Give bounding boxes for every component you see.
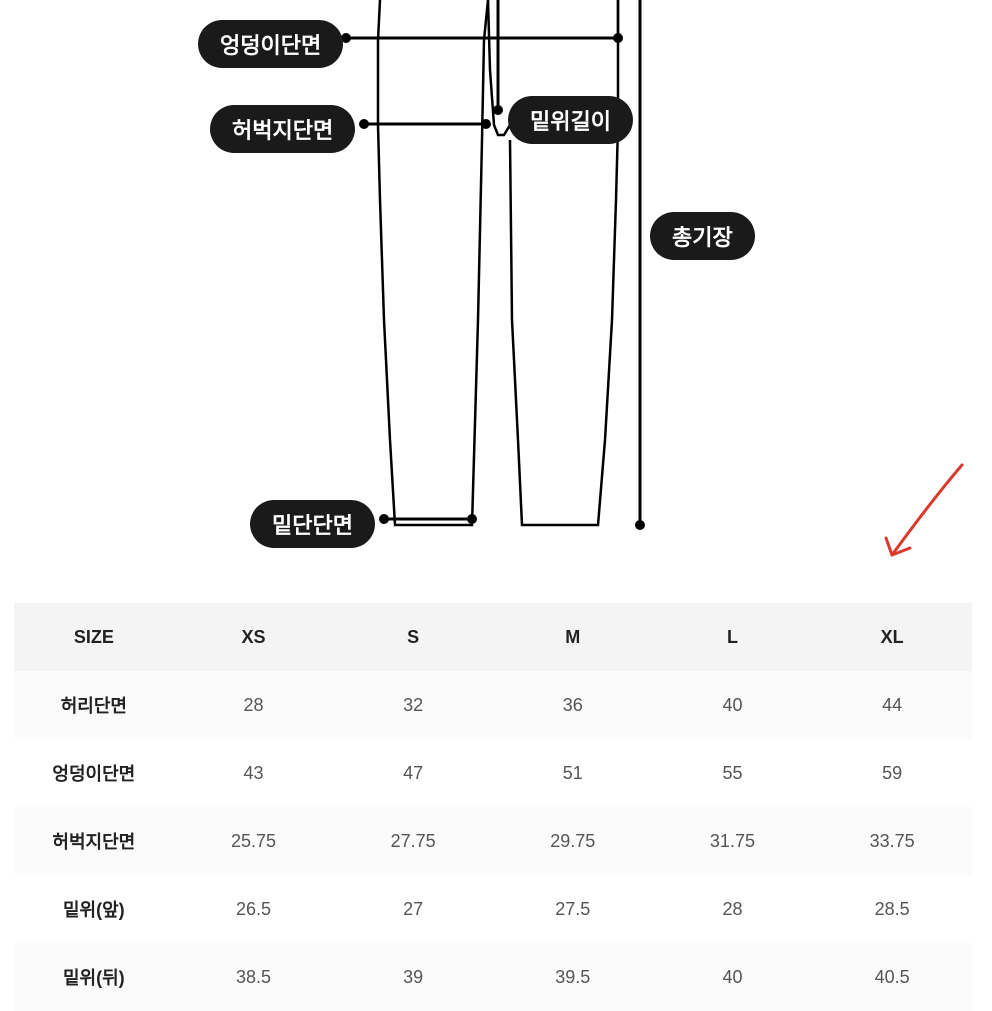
col-xs: XS bbox=[174, 603, 334, 671]
row-label: 밑위(뒤) bbox=[14, 943, 174, 1011]
size-table: SIZE XS S M L XL 허리단면 28 32 36 40 44 엉덩이… bbox=[14, 603, 972, 1011]
table-row: 밑위(앞) 26.5 27 27.5 28 28.5 bbox=[14, 875, 972, 943]
cell: 28 bbox=[174, 671, 334, 739]
col-xl: XL bbox=[812, 603, 972, 671]
cell: 40 bbox=[653, 943, 813, 1011]
label-hip: 엉덩이단면 bbox=[198, 20, 343, 68]
cell: 36 bbox=[493, 671, 653, 739]
cell: 31.75 bbox=[653, 807, 813, 875]
size-table-container: SIZE XS S M L XL 허리단면 28 32 36 40 44 엉덩이… bbox=[14, 603, 972, 1011]
cell: 44 bbox=[812, 671, 972, 739]
label-rise: 밑위길이 bbox=[508, 96, 633, 144]
cell: 28.5 bbox=[812, 875, 972, 943]
cell: 43 bbox=[174, 739, 334, 807]
cell: 47 bbox=[333, 739, 493, 807]
pants-outline-svg bbox=[0, 0, 992, 600]
cell: 40.5 bbox=[812, 943, 972, 1011]
cell: 51 bbox=[493, 739, 653, 807]
table-row: 허리단면 28 32 36 40 44 bbox=[14, 671, 972, 739]
row-label: 엉덩이단면 bbox=[14, 739, 174, 807]
cell: 40 bbox=[653, 671, 813, 739]
cell: 55 bbox=[653, 739, 813, 807]
cell: 27 bbox=[333, 875, 493, 943]
label-hem: 밑단단면 bbox=[250, 500, 375, 548]
cell: 38.5 bbox=[174, 943, 334, 1011]
col-s: S bbox=[333, 603, 493, 671]
cell: 59 bbox=[812, 739, 972, 807]
col-m: M bbox=[493, 603, 653, 671]
cell: 26.5 bbox=[174, 875, 334, 943]
row-label: 허리단면 bbox=[14, 671, 174, 739]
cell: 39 bbox=[333, 943, 493, 1011]
table-row: 허벅지단면 25.75 27.75 29.75 31.75 33.75 bbox=[14, 807, 972, 875]
cell: 27.5 bbox=[493, 875, 653, 943]
cell: 28 bbox=[653, 875, 813, 943]
cell: 27.75 bbox=[333, 807, 493, 875]
table-row: 엉덩이단면 43 47 51 55 59 bbox=[14, 739, 972, 807]
col-l: L bbox=[653, 603, 813, 671]
row-label: 밑위(앞) bbox=[14, 875, 174, 943]
cell: 29.75 bbox=[493, 807, 653, 875]
label-length: 총기장 bbox=[650, 212, 755, 260]
label-thigh: 허벅지단면 bbox=[210, 105, 355, 153]
col-size: SIZE bbox=[14, 603, 174, 671]
table-header-row: SIZE XS S M L XL bbox=[14, 603, 972, 671]
measurement-diagram: 엉덩이단면 허벅지단면 밑위길이 총기장 밑단단면 bbox=[0, 0, 992, 600]
red-arrow-icon bbox=[872, 460, 972, 570]
row-label: 허벅지단면 bbox=[14, 807, 174, 875]
cell: 33.75 bbox=[812, 807, 972, 875]
table-row: 밑위(뒤) 38.5 39 39.5 40 40.5 bbox=[14, 943, 972, 1011]
cell: 32 bbox=[333, 671, 493, 739]
cell: 25.75 bbox=[174, 807, 334, 875]
cell: 39.5 bbox=[493, 943, 653, 1011]
